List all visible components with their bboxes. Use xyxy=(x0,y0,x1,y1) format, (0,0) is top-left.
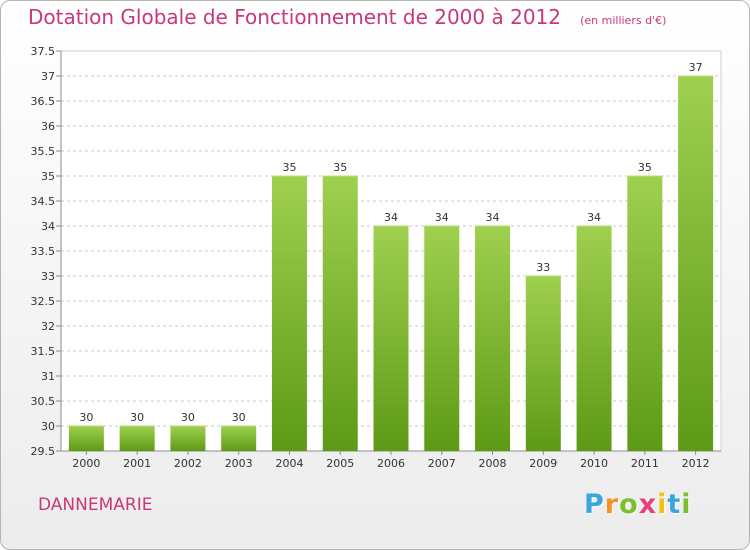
bar xyxy=(221,426,257,451)
x-tick-label: 2008 xyxy=(479,457,507,470)
bar-value-label: 34 xyxy=(435,211,449,224)
y-tick-label: 34.5 xyxy=(31,195,56,208)
y-tick-label: 33.5 xyxy=(31,245,56,258)
proxiti-logo: Proxiti xyxy=(584,489,692,520)
bar xyxy=(119,426,155,451)
y-tick-label: 31.5 xyxy=(31,345,56,358)
bar xyxy=(627,176,663,451)
bar-value-label: 37 xyxy=(689,61,703,74)
x-tick-label: 2010 xyxy=(580,457,608,470)
chart-title: Dotation Globale de Fonctionnement de 20… xyxy=(28,5,561,29)
x-tick-label: 2012 xyxy=(682,457,710,470)
y-tick-label: 31 xyxy=(41,370,55,383)
bar xyxy=(271,176,307,451)
logo-letter: i xyxy=(681,489,692,520)
x-tick-label: 2003 xyxy=(225,457,253,470)
y-tick-label: 32 xyxy=(41,320,55,333)
y-tick-label: 30.5 xyxy=(31,395,56,408)
x-tick-label: 2002 xyxy=(174,457,202,470)
commune-name: DANNEMARIE xyxy=(38,495,153,515)
bar xyxy=(525,276,561,451)
y-tick-label: 35.5 xyxy=(31,145,56,158)
bar xyxy=(170,426,206,451)
logo-letter: o xyxy=(619,489,639,520)
logo-letter: x xyxy=(638,489,658,520)
logo-letter: r xyxy=(604,489,620,520)
y-tick-label: 36 xyxy=(41,120,55,133)
bar-value-label: 34 xyxy=(486,211,500,224)
x-tick-label: 2005 xyxy=(326,457,354,470)
bar-value-label: 30 xyxy=(130,411,144,424)
y-tick-label: 30 xyxy=(41,420,55,433)
bar-value-label: 35 xyxy=(282,161,296,174)
bar-value-label: 30 xyxy=(181,411,195,424)
logo-letter: i xyxy=(657,489,668,520)
x-tick-label: 2009 xyxy=(529,457,557,470)
y-tick-label: 29.5 xyxy=(31,445,56,458)
bar xyxy=(475,226,511,451)
bar-value-label: 30 xyxy=(79,411,93,424)
y-tick-label: 33 xyxy=(41,270,55,283)
bar-value-label: 35 xyxy=(333,161,347,174)
y-tick-label: 37.5 xyxy=(31,45,56,58)
bar-value-label: 34 xyxy=(587,211,601,224)
y-tick-label: 37 xyxy=(41,70,55,83)
bar xyxy=(576,226,612,451)
chart-title-row: Dotation Globale de Fonctionnement de 20… xyxy=(28,5,666,29)
bar-value-label: 30 xyxy=(232,411,246,424)
x-tick-label: 2006 xyxy=(377,457,405,470)
y-tick-label: 36.5 xyxy=(31,95,56,108)
y-tick-label: 32.5 xyxy=(31,295,56,308)
y-tick-label: 35 xyxy=(41,170,55,183)
bar xyxy=(68,426,104,451)
x-tick-label: 2000 xyxy=(72,457,100,470)
bar-value-label: 33 xyxy=(536,261,550,274)
y-tick-label: 34 xyxy=(41,220,55,233)
bar xyxy=(373,226,409,451)
logo-letter: P xyxy=(584,489,605,520)
chart-unit-note: (en milliers d'€) xyxy=(580,14,667,27)
bar-value-label: 35 xyxy=(638,161,652,174)
x-tick-label: 2007 xyxy=(428,457,456,470)
x-tick-label: 2004 xyxy=(275,457,303,470)
bar xyxy=(678,76,714,451)
bar xyxy=(424,226,460,451)
bar-value-label: 34 xyxy=(384,211,398,224)
x-tick-label: 2011 xyxy=(631,457,659,470)
logo-letter: t xyxy=(667,489,682,520)
bar xyxy=(322,176,358,451)
x-tick-label: 2001 xyxy=(123,457,151,470)
